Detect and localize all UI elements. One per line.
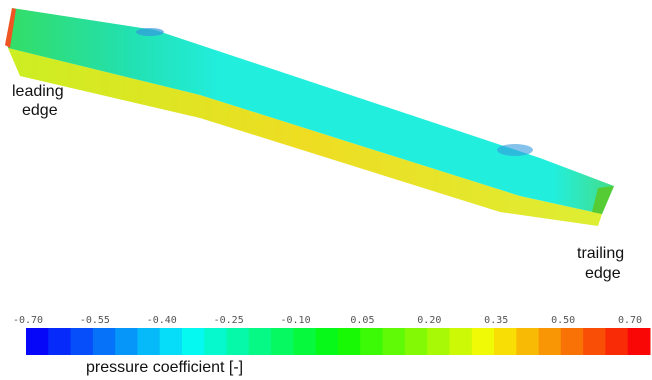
annotation: leading	[12, 83, 64, 100]
colorbar-segment	[472, 328, 495, 355]
colorbar: -0.70 -0.55 -0.40 -0.25 -0.10 0.05 0.20 0.35 0.5…	[13, 315, 651, 355]
colorbar-tick-label: -0.55	[80, 315, 110, 326]
colorbar-segment	[338, 328, 361, 355]
colorbar-segment	[26, 328, 49, 355]
colorbar-segment	[427, 328, 450, 355]
colorbar-segment	[449, 328, 472, 355]
colorbar-segment	[71, 328, 94, 355]
colorbar-tick-label: -0.40	[147, 315, 177, 326]
colorbar-tick-label: 0.70	[618, 315, 642, 326]
colorbar-tick-label: -0.10	[281, 315, 311, 326]
colorbar-segment	[583, 328, 606, 355]
colorbar-tick-label: 0.05	[350, 315, 374, 326]
wing	[5, 8, 614, 226]
colorbar-segment	[383, 328, 406, 355]
colorbar-tick-label: -0.70	[13, 315, 43, 326]
colorbar-segment	[204, 328, 227, 355]
shock-spot	[136, 28, 164, 36]
colorbar-segment	[405, 328, 428, 355]
colorbar-segment	[316, 328, 339, 355]
colorbar-segment	[137, 328, 160, 355]
colorbar-segment	[293, 328, 316, 355]
colorbar-tick-label: -0.25	[214, 315, 244, 326]
colorbar-segment	[516, 328, 539, 355]
colorbar-title: pressure coefficient [-]	[86, 359, 243, 376]
colorbar-segment	[360, 328, 383, 355]
colorbar-segment	[115, 328, 138, 355]
annotation: edge	[22, 102, 58, 119]
figure: leading edge trailing edge -0.70-0.55-0.…	[0, 0, 652, 380]
colorbar-segment	[249, 328, 272, 355]
shock-spot	[497, 144, 533, 156]
wing-upper-surface	[8, 8, 614, 214]
colorbar-segment	[605, 328, 628, 355]
annotation: edge	[585, 265, 621, 282]
colorbar-tick-label: 0.20	[417, 315, 441, 326]
wing-lower-surface	[8, 48, 602, 226]
colorbar-segment	[227, 328, 250, 355]
colorbar-segment	[561, 328, 584, 355]
colorbar-tick-label: 0.50	[551, 315, 575, 326]
colorbar-segment	[160, 328, 183, 355]
colorbar-segment	[271, 328, 294, 355]
colorbar-tick-label: 0.35	[484, 315, 508, 326]
colorbar-segment	[48, 328, 71, 355]
annotation: trailing	[577, 245, 624, 262]
colorbar-segment	[182, 328, 205, 355]
colorbar-segment	[93, 328, 116, 355]
colorbar-segment	[494, 328, 517, 355]
colorbar-segment	[539, 328, 562, 355]
colorbar-segment	[628, 328, 651, 355]
